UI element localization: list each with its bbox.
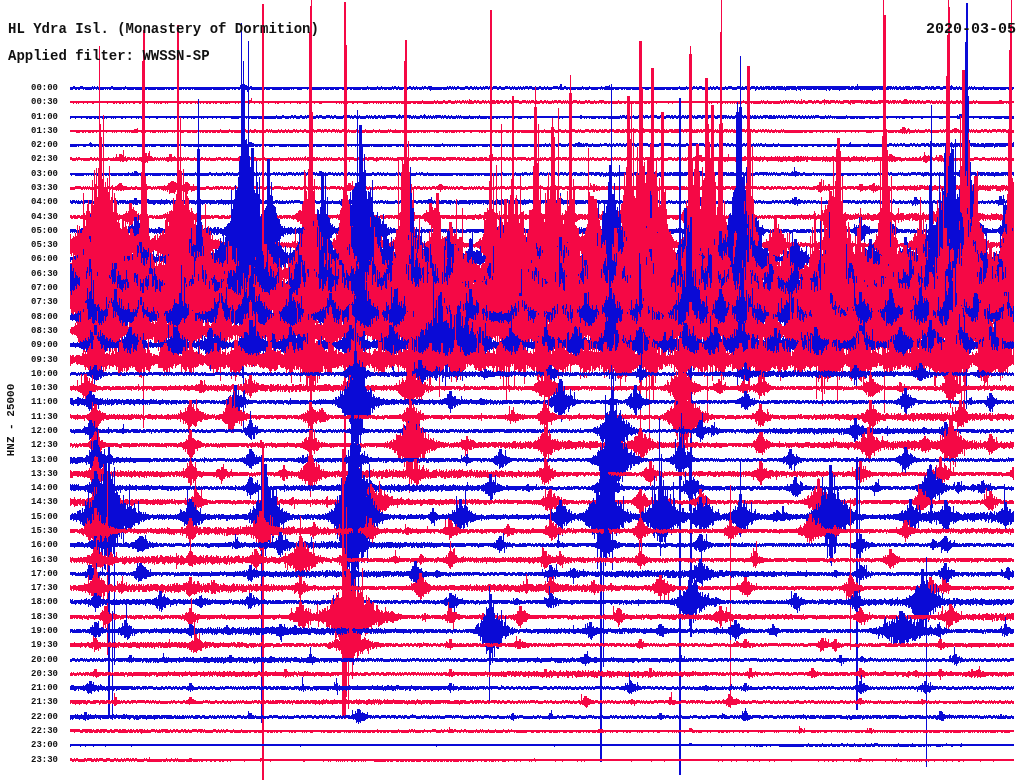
row-time-label: 01:30: [0, 126, 58, 136]
row-time-label: 04:30: [0, 212, 58, 222]
row-time-label: 21:30: [0, 697, 58, 707]
seismogram-canvas: [0, 0, 1024, 780]
row-time-label: 03:00: [0, 169, 58, 179]
row-time-label: 15:30: [0, 526, 58, 536]
row-time-label: 22:00: [0, 712, 58, 722]
row-time-label: 19:00: [0, 626, 58, 636]
row-time-label: 01:00: [0, 112, 58, 122]
row-time-label: 23:00: [0, 740, 58, 750]
row-time-label: 06:30: [0, 269, 58, 279]
row-time-label: 16:00: [0, 540, 58, 550]
row-time-label: 06:00: [0, 254, 58, 264]
row-time-label: 19:30: [0, 640, 58, 650]
row-time-label: 18:30: [0, 612, 58, 622]
row-time-label: 02:00: [0, 140, 58, 150]
row-time-label: 08:00: [0, 312, 58, 322]
row-time-label: 15:00: [0, 512, 58, 522]
row-time-label: 02:30: [0, 154, 58, 164]
row-time-label: 20:00: [0, 655, 58, 665]
row-time-label: 04:00: [0, 197, 58, 207]
row-time-label: 10:30: [0, 383, 58, 393]
row-time-label: 09:00: [0, 340, 58, 350]
row-time-label: 13:00: [0, 455, 58, 465]
row-time-label: 22:30: [0, 726, 58, 736]
row-time-label: 11:30: [0, 412, 58, 422]
row-time-label: 17:30: [0, 583, 58, 593]
row-time-label: 00:30: [0, 97, 58, 107]
row-time-label: 21:00: [0, 683, 58, 693]
row-time-label: 07:00: [0, 283, 58, 293]
row-time-label: 00:00: [0, 83, 58, 93]
row-time-label: 12:30: [0, 440, 58, 450]
row-time-label: 07:30: [0, 297, 58, 307]
filter-label: Applied filter: WWSSN-SP: [8, 48, 210, 64]
row-time-label: 10:00: [0, 369, 58, 379]
row-time-label: 23:30: [0, 755, 58, 765]
row-time-label: 17:00: [0, 569, 58, 579]
row-time-label: 05:00: [0, 226, 58, 236]
row-time-label: 16:30: [0, 555, 58, 565]
row-time-label: 12:00: [0, 426, 58, 436]
row-time-label: 20:30: [0, 669, 58, 679]
helicorder-page: HL Ydra Isl. (Monastery of Dormition) Ap…: [0, 0, 1024, 780]
date-label: 2020-03-05: [926, 21, 1016, 38]
row-time-label: 13:30: [0, 469, 58, 479]
row-time-label: 14:00: [0, 483, 58, 493]
row-time-label: 18:00: [0, 597, 58, 607]
row-time-label: 09:30: [0, 355, 58, 365]
station-title: HL Ydra Isl. (Monastery of Dormition): [8, 21, 319, 37]
row-time-label: 14:30: [0, 497, 58, 507]
row-time-label: 11:00: [0, 397, 58, 407]
row-time-label: 05:30: [0, 240, 58, 250]
row-time-label: 08:30: [0, 326, 58, 336]
row-time-label: 03:30: [0, 183, 58, 193]
